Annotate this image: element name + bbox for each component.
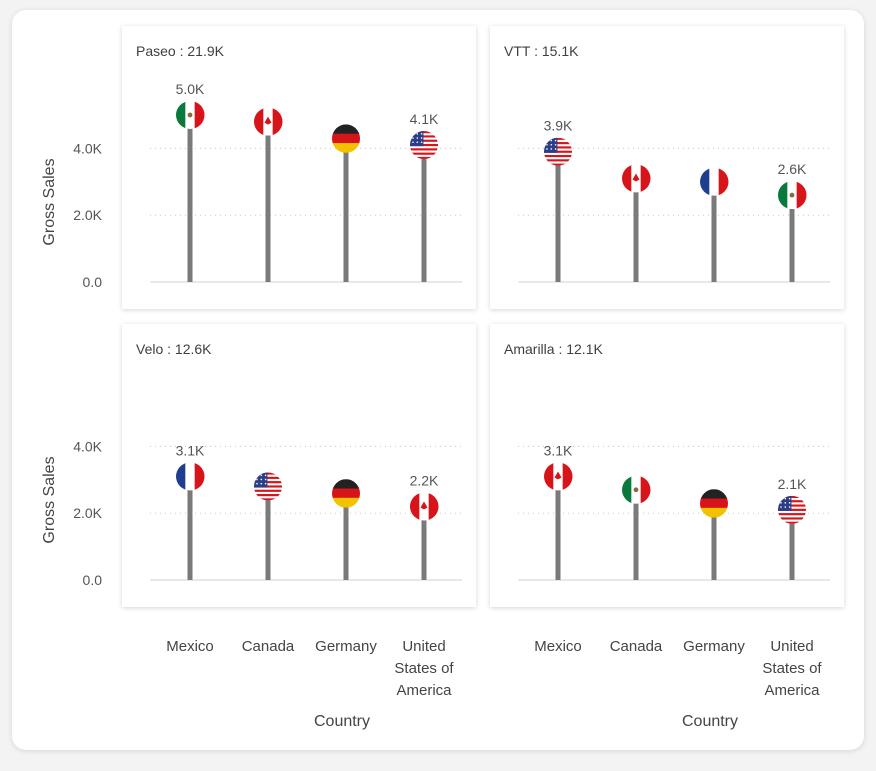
germany-flag-icon <box>332 479 360 508</box>
x-category-label: United <box>402 638 445 655</box>
x-category-label: Mexico <box>166 638 214 655</box>
data-label: 4.1K <box>410 111 439 127</box>
mexico-flag-icon <box>778 181 807 210</box>
x-category-label: Germany <box>315 638 377 655</box>
y-tick-label: 0.0 <box>83 274 103 290</box>
panel-1: Paseo : 21.9K 5.0K 4.1K <box>122 26 476 309</box>
y-tick-label: 0.0 <box>83 572 103 588</box>
panel-background <box>122 324 476 607</box>
panel-title: VTT : 15.1K <box>504 43 579 59</box>
canada-flag-icon <box>544 462 573 491</box>
x-axis-title: Country <box>314 713 370 730</box>
data-label: 2.6K <box>778 161 807 177</box>
france-flag-icon <box>176 462 205 491</box>
data-label: 5.0K <box>176 81 205 97</box>
data-label: 3.9K <box>544 118 573 134</box>
germany-flag-icon <box>700 489 728 518</box>
usa-flag-icon <box>410 131 438 160</box>
panel-3: Velo : 12.6K 3.1K 2.2K <box>122 324 476 607</box>
data-label: 2.1K <box>778 476 807 492</box>
chart-card: Paseo : 21.9K 5.0K 4.1K VTT : 15.1K 3.9K 2.6K… <box>12 10 864 750</box>
data-label: 3.1K <box>176 442 205 458</box>
panel-title: Paseo : 21.9K <box>136 43 225 59</box>
data-label: 3.1K <box>544 442 573 458</box>
x-category-label: Mexico <box>534 638 582 655</box>
panel-background <box>490 324 844 607</box>
mexico-flag-icon <box>622 475 651 504</box>
y-tick-label: 2.0K <box>73 505 102 521</box>
x-category-label: America <box>764 682 820 699</box>
y-axis-title: Gross Sales <box>41 456 58 543</box>
x-category-label: United <box>770 638 813 655</box>
panel-title: Amarilla : 12.1K <box>504 341 603 357</box>
panel-background <box>122 26 476 309</box>
panel-4: Amarilla : 12.1K 3.1K 2.1K <box>490 324 844 607</box>
france-flag-icon <box>700 167 729 196</box>
panel-title: Velo : 12.6K <box>136 341 212 357</box>
mexico-flag-icon <box>176 101 205 129</box>
panels-layer: Paseo : 21.9K 5.0K 4.1K VTT : 15.1K 3.9K 2.6K… <box>122 26 844 607</box>
x-category-label: States of <box>394 660 454 677</box>
canada-flag-icon <box>410 492 439 521</box>
x-axis-title: Country <box>682 713 738 730</box>
canada-flag-icon <box>622 164 651 193</box>
panel-2: VTT : 15.1K 3.9K 2.6K <box>490 26 844 309</box>
canada-flag-icon <box>254 107 283 136</box>
y-tick-label: 4.0K <box>73 438 102 454</box>
x-category-label: Canada <box>242 638 295 655</box>
axes-layer: 0.0 2.0K 4.0K Gross Sales 0.0 2.0K 4.0K Gross S… <box>41 140 822 730</box>
y-tick-label: 2.0K <box>73 207 102 223</box>
usa-flag-icon <box>254 472 282 501</box>
usa-flag-icon <box>778 495 806 524</box>
germany-flag-icon <box>332 124 360 153</box>
usa-flag-icon <box>544 137 572 166</box>
x-category-label: America <box>396 682 452 699</box>
y-axis-title: Gross Sales <box>41 158 58 245</box>
data-label: 2.2K <box>410 473 439 489</box>
y-tick-label: 4.0K <box>73 140 102 156</box>
lollipop-chart: Paseo : 21.9K 5.0K 4.1K VTT : 15.1K 3.9K 2.6K… <box>41 26 844 730</box>
x-category-label: Germany <box>683 638 745 655</box>
panel-background <box>490 26 844 309</box>
x-category-label: Canada <box>610 638 663 655</box>
x-category-label: States of <box>762 660 822 677</box>
